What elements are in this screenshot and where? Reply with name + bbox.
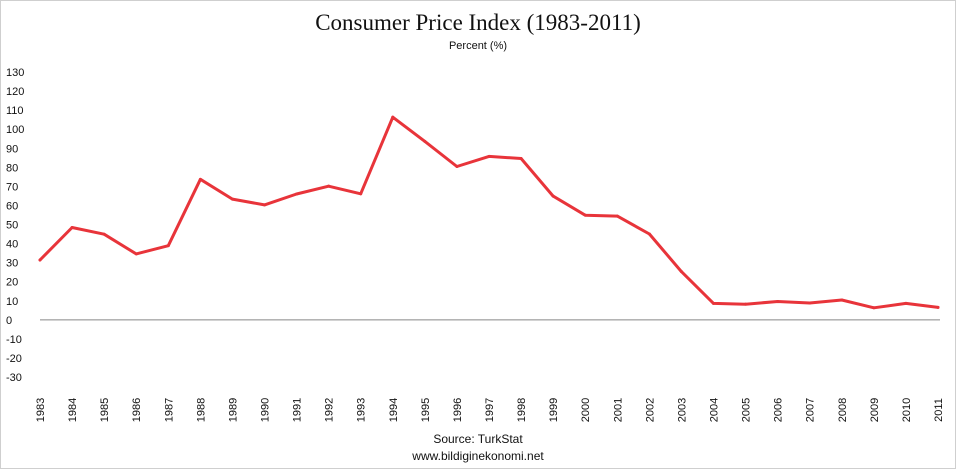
data-point: [263, 203, 266, 207]
data-point: [38, 258, 42, 262]
data-point: [391, 115, 395, 119]
data-point: [904, 301, 908, 305]
x-tick-label: 1983: [35, 398, 47, 422]
data-point: [840, 298, 844, 302]
data-point: [936, 305, 940, 309]
data-point: [808, 301, 812, 305]
x-tick-label: 1999: [548, 398, 560, 422]
y-tick-label: 130: [6, 67, 24, 79]
y-tick-label: -10: [6, 334, 22, 346]
y-tick-label: 50: [6, 220, 18, 232]
x-tick-label: 1987: [163, 398, 175, 422]
x-tick-label: 2007: [805, 398, 817, 422]
y-axis: -30 -20 -10 0 10 20 30 40 50 60 70 80 90 100 110 120 130: [6, 67, 24, 384]
data-point: [198, 177, 202, 181]
data-point: [70, 226, 74, 230]
x-tick-label: 2005: [741, 398, 753, 422]
x-tick-label: 2003: [676, 398, 688, 422]
x-tick-label: 1985: [99, 398, 111, 422]
y-tick-label: 90: [6, 143, 18, 155]
y-tick-label: 30: [6, 258, 18, 270]
x-tick-label: 1986: [131, 398, 143, 422]
data-point: [744, 302, 748, 306]
y-tick-label: 20: [6, 277, 18, 289]
y-tick-label: -20: [6, 353, 22, 365]
x-tick-label: 1992: [324, 398, 336, 422]
data-point: [166, 244, 170, 248]
data-point: [423, 139, 427, 143]
chart-subtitle: Percent (%): [448, 40, 508, 52]
data-point: [230, 197, 234, 201]
data-point: [455, 165, 459, 169]
data-point: [295, 192, 299, 196]
y-tick-label: 100: [6, 124, 24, 136]
y-tick-label: 0: [6, 315, 12, 327]
chart-title: Consumer Price Index (1983-2011): [315, 10, 641, 35]
x-tick-label: 2000: [580, 398, 592, 422]
chart-source: Source: TurkStat: [433, 432, 523, 446]
data-point: [776, 300, 780, 304]
data-point: [327, 184, 331, 188]
x-tick-label: 1994: [388, 398, 400, 422]
x-tick-label: 2008: [837, 398, 849, 422]
data-point: [551, 194, 555, 198]
data-point: [519, 157, 523, 161]
x-tick-label: 2006: [773, 398, 785, 422]
data-point: [359, 192, 363, 196]
data-point: [487, 154, 491, 158]
y-tick-label: 60: [6, 200, 18, 212]
x-tick-label: 1996: [452, 398, 464, 422]
series-group: [38, 115, 940, 310]
data-point: [583, 213, 587, 217]
x-axis: 1983 1984 1985 1986 1987 1988 1989 1990 1991 1992…: [35, 398, 945, 422]
data-point: [679, 270, 683, 274]
x-tick-label: 2010: [901, 398, 913, 422]
x-tick-label: 1990: [260, 398, 272, 422]
data-point: [134, 252, 138, 256]
x-tick-label: 1984: [67, 398, 79, 422]
y-tick-label: 110: [6, 105, 24, 117]
x-tick-label: 1988: [195, 398, 207, 422]
y-tick-label: 10: [6, 296, 18, 308]
series-line: [38, 115, 940, 310]
y-tick-label: -30: [6, 372, 22, 384]
y-tick-label: 120: [6, 86, 24, 98]
y-tick-label: 80: [6, 162, 18, 174]
x-tick-label: 1989: [227, 398, 239, 422]
x-tick-label: 1991: [292, 398, 304, 422]
y-tick-label: 40: [6, 239, 18, 251]
data-point: [872, 306, 876, 310]
x-tick-label: 1995: [420, 398, 432, 422]
data-point: [615, 214, 619, 218]
x-tick-label: 2001: [612, 398, 624, 422]
x-tick-label: 2011: [933, 398, 945, 422]
x-tick-label: 2004: [709, 398, 721, 422]
y-tick-label: 70: [6, 181, 18, 193]
data-point: [102, 232, 106, 236]
website-url: www.bildiginekonomi.net: [412, 449, 544, 463]
data-point: [647, 232, 651, 236]
x-tick-label: 1998: [516, 398, 528, 422]
data-point: [712, 301, 715, 305]
x-tick-label: 2002: [644, 398, 656, 422]
x-tick-label: 1997: [484, 398, 496, 422]
x-tick-label: 2009: [869, 398, 881, 422]
x-tick-label: 1993: [356, 398, 368, 422]
